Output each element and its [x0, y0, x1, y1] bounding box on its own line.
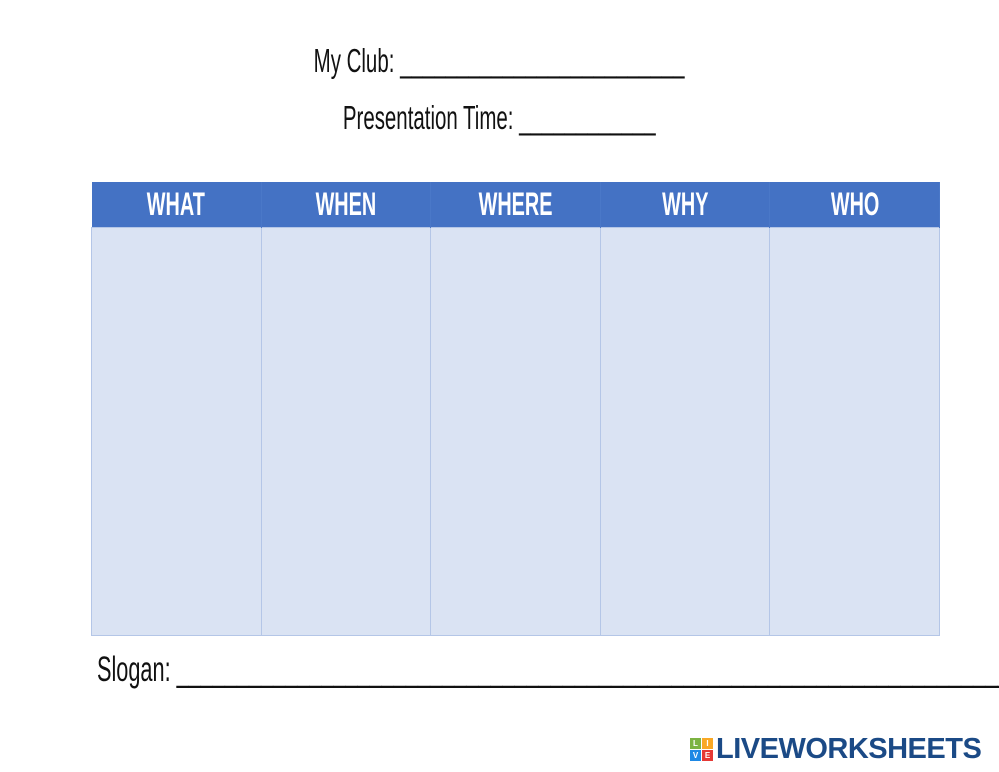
table-row	[91, 227, 940, 636]
cell-who[interactable]	[769, 227, 940, 636]
presentation-time-field[interactable]: Presentation Time: ____________	[0, 99, 999, 137]
logo-text: LIVEWORKSHEETS	[716, 733, 982, 765]
column-header-who: WHO	[769, 182, 940, 228]
cell-when[interactable]	[260, 227, 432, 636]
live-badge-icon: L I V E	[690, 738, 713, 761]
cell-what[interactable]	[91, 227, 262, 636]
slogan-field[interactable]: Slogan: ________________________________…	[97, 650, 999, 689]
cell-where[interactable]	[430, 227, 601, 636]
presentation-time-label: Presentation Time: ____________	[343, 99, 656, 136]
column-header-where: WHERE	[430, 182, 601, 228]
column-header-why: WHY	[600, 182, 771, 228]
liveworksheets-logo: L I V E LIVEWORKSHEETS	[690, 733, 982, 766]
my-club-field[interactable]: My Club: _________________________	[0, 42, 999, 80]
column-header-when: WHEN	[261, 182, 432, 228]
table-header-row: WHAT WHEN WHERE WHY WHO	[91, 182, 940, 228]
my-club-label: My Club: _________________________	[314, 42, 685, 79]
column-header-what: WHAT	[91, 182, 262, 228]
cell-why[interactable]	[599, 227, 771, 636]
club-table: WHAT WHEN WHERE WHY WHO	[91, 182, 940, 636]
